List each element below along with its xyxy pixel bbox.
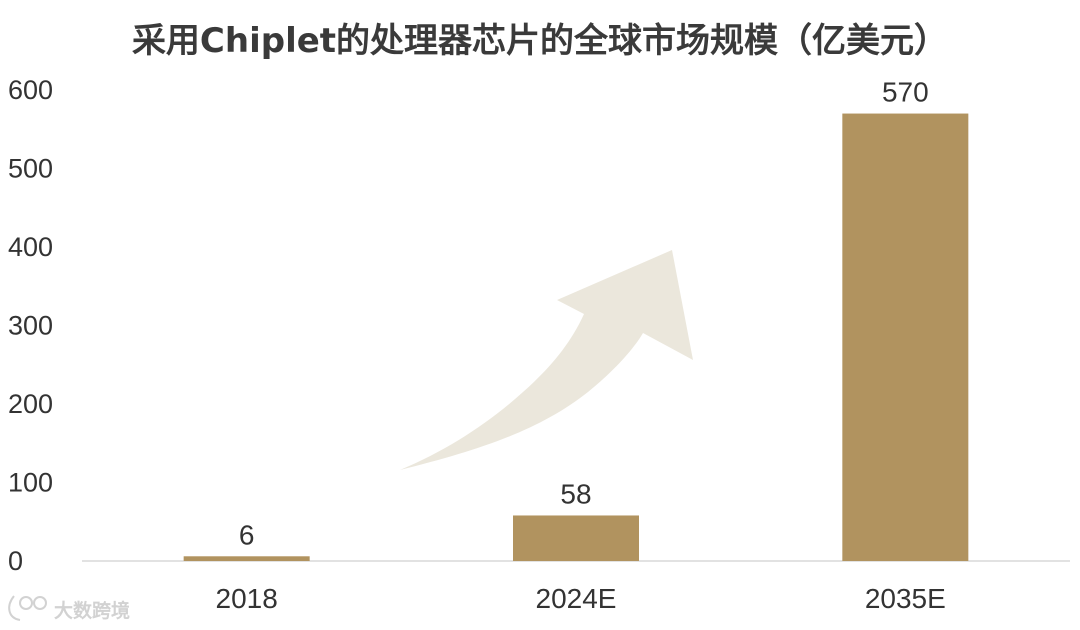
x-tick-label: 2018 [216, 583, 278, 614]
y-tick-label: 100 [8, 468, 53, 498]
bar-2018 [183, 556, 310, 561]
bar-2024E [513, 515, 639, 561]
y-axis: 0 100 200 300 400 500 600 [8, 75, 53, 576]
y-tick-label: 200 [8, 389, 53, 419]
data-labels-group: 6 58 570 [239, 77, 929, 551]
bars-group [183, 113, 969, 562]
watermark-text: 大数跨境 [54, 599, 130, 622]
x-axis: 2018 2024E 2035E [216, 583, 946, 614]
bar-2035E [842, 113, 969, 562]
y-tick-label: 500 [8, 154, 53, 184]
y-tick-label: 400 [8, 232, 53, 262]
x-tick-label: 2024E [536, 583, 617, 614]
y-tick-label: 600 [8, 75, 53, 105]
y-tick-label: 300 [8, 311, 53, 341]
rising-arrow-icon [400, 250, 693, 470]
logo-icon [8, 595, 47, 621]
x-tick-label: 2035E [865, 583, 946, 614]
data-label: 6 [239, 519, 255, 550]
data-label: 570 [882, 77, 929, 108]
chart-title: 采用Chiplet的处理器芯片的全球市场规模（亿美元） [132, 21, 948, 61]
data-label: 58 [560, 478, 591, 509]
watermark: 大数跨境 [8, 595, 130, 622]
y-tick-label: 0 [8, 546, 23, 576]
